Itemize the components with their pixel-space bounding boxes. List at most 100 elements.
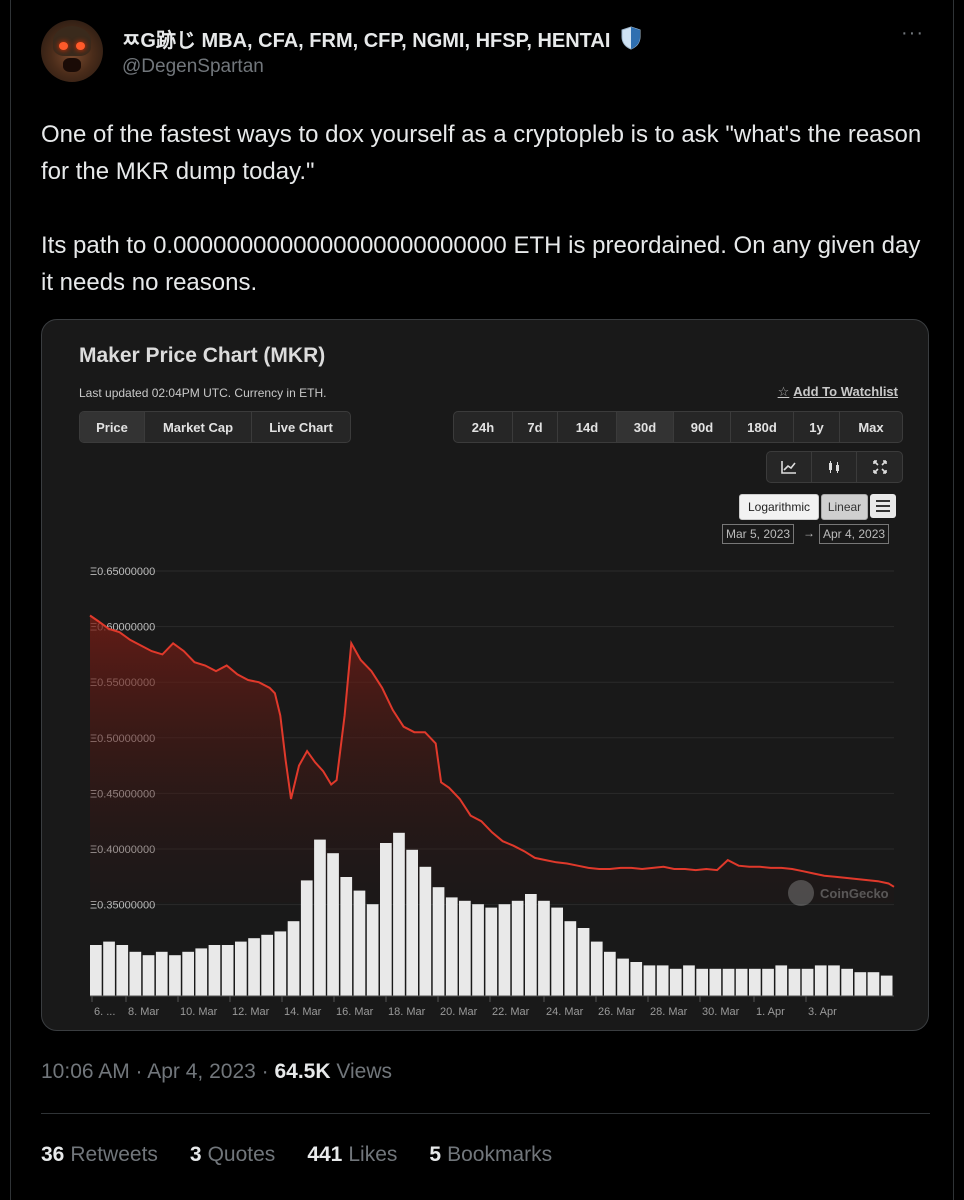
- price-line: [89, 614, 895, 888]
- quotes-label: Quotes: [207, 1143, 276, 1166]
- volume-bar: [551, 907, 563, 996]
- x-tick-label: 24. Mar: [546, 1006, 584, 1018]
- more-options-icon[interactable]: ···: [901, 22, 924, 44]
- divider: [41, 1113, 930, 1114]
- date-to[interactable]: Apr 4, 2023: [819, 524, 890, 544]
- tweet-paragraph-1: One of the fastest ways to dox yourself …: [41, 121, 922, 185]
- volume-bar: [604, 951, 616, 996]
- author-name[interactable]: ㅉG跡じ MBA, CFA, FRM, CFP, NGMI, HFSP, HEN…: [122, 24, 642, 53]
- engagement-stats: 36 Retweets 3 Quotes 441 Likes 5 Bookmarks: [41, 1143, 552, 1167]
- line-chart-icon[interactable]: [767, 452, 812, 482]
- price-chart[interactable]: Ξ0.65000000Ξ0.60000000Ξ0.55000000Ξ0.5000…: [42, 320, 929, 1031]
- quotes-stat[interactable]: 3 Quotes: [190, 1143, 275, 1167]
- tab-market-cap[interactable]: Market Cap: [145, 412, 252, 442]
- volume-bars: [90, 832, 893, 996]
- volume-bar: [564, 921, 577, 996]
- volume-bar: [841, 968, 853, 996]
- avatar-helmet: [53, 26, 91, 56]
- volume-bar: [880, 975, 893, 996]
- volume-bar: [788, 968, 801, 996]
- x-tick-label: 16. Mar: [336, 1006, 374, 1018]
- timeline-border-left: [10, 0, 11, 1200]
- range-1y[interactable]: 1y: [794, 412, 840, 442]
- avatar-eye-right: [76, 42, 85, 50]
- x-tick-label: 20. Mar: [440, 1006, 478, 1018]
- volume-bar: [432, 887, 445, 996]
- chart-menu-icon[interactable]: [870, 494, 896, 518]
- volume-bar: [669, 968, 682, 996]
- avatar[interactable]: [41, 20, 103, 82]
- volume-bar: [116, 945, 129, 996]
- range-90d[interactable]: 90d: [674, 412, 731, 442]
- avatar-mouth: [63, 58, 81, 72]
- x-tick-label: 6. ...: [94, 1006, 115, 1018]
- volume-bar: [445, 897, 458, 996]
- volume-bar: [380, 843, 392, 996]
- y-tick-label: Ξ0.65000000: [90, 566, 155, 578]
- volume-bar: [511, 900, 524, 996]
- volume-bar: [722, 968, 735, 996]
- volume-bar: [498, 904, 511, 996]
- author-display-name: ㅉG跡じ MBA, CFA, FRM, CFP, NGMI, HFSP, HEN…: [122, 30, 611, 52]
- author-handle[interactable]: @DegenSpartan: [122, 56, 264, 77]
- linear-button[interactable]: Linear: [821, 494, 868, 520]
- tab-live-chart[interactable]: Live Chart: [269, 419, 333, 435]
- range-tabs: 24h 7d 14d 30d 90d 180d 1y Max: [453, 411, 903, 443]
- likes-label: Likes: [348, 1143, 398, 1166]
- tweet-timestamp[interactable]: 10:06 AM · Apr 4, 2023 ·: [41, 1060, 275, 1083]
- range-7d[interactable]: 7d: [513, 412, 558, 442]
- volume-bar: [735, 968, 748, 996]
- bookmarks-label: Bookmarks: [447, 1143, 553, 1166]
- volume-bar: [696, 968, 708, 996]
- volume-bar: [155, 951, 168, 996]
- range-30d[interactable]: 30d: [617, 412, 674, 442]
- likes-stat[interactable]: 441 Likes: [307, 1143, 397, 1167]
- volume-bar: [472, 904, 484, 996]
- views-count: 64.5K: [274, 1060, 331, 1083]
- candlestick-icon[interactable]: [812, 452, 857, 482]
- volume-bar: [617, 958, 629, 996]
- x-tick-label: 14. Mar: [284, 1006, 322, 1018]
- volume-bar: [195, 948, 208, 996]
- x-tick-label: 3. Apr: [808, 1006, 837, 1018]
- tab-price[interactable]: Price: [80, 412, 145, 442]
- add-to-watchlist-link[interactable]: ☆ Add To Watchlist: [778, 384, 898, 400]
- volume-bar: [314, 839, 326, 996]
- volume-bar: [142, 955, 155, 996]
- fullscreen-icon[interactable]: [857, 452, 902, 482]
- volume-bar: [129, 951, 142, 996]
- chart-image[interactable]: Maker Price Chart (MKR) Last updated 02:…: [41, 319, 929, 1031]
- date-from[interactable]: Mar 5, 2023: [722, 524, 795, 544]
- range-24h[interactable]: 24h: [454, 412, 513, 442]
- range-14d[interactable]: 14d: [558, 412, 617, 442]
- x-tick-label: 1. Apr: [756, 1006, 785, 1018]
- tweet-meta: 10:06 AM · Apr 4, 2023 · 64.5K Views: [41, 1060, 392, 1084]
- range-max[interactable]: Max: [858, 419, 884, 435]
- volume-bar: [749, 968, 761, 996]
- volume-bar: [353, 890, 366, 996]
- quotes-count: 3: [189, 1143, 202, 1166]
- tweet-text: One of the fastest ways to dox yourself …: [41, 116, 931, 301]
- logarithmic-button[interactable]: Logarithmic: [739, 494, 819, 520]
- shield-icon: [621, 26, 641, 50]
- tweet-paragraph-2: Its path to 0.0000000000000000000000000 …: [41, 232, 921, 296]
- chart-card-title: Maker Price Chart (MKR): [79, 344, 326, 367]
- timeline-border-right: [953, 0, 954, 1200]
- volume-bar: [261, 934, 273, 996]
- star-icon: ☆: [777, 384, 790, 399]
- range-180d[interactable]: 180d: [731, 412, 794, 442]
- x-tick-label: 12. Mar: [232, 1006, 270, 1018]
- volume-bar: [828, 965, 840, 996]
- volume-bar: [366, 904, 379, 996]
- bookmarks-stat[interactable]: 5 Bookmarks: [429, 1143, 552, 1167]
- x-tick-label: 30. Mar: [702, 1006, 740, 1018]
- volume-bar: [854, 972, 867, 996]
- retweets-stat[interactable]: 36 Retweets: [41, 1143, 158, 1167]
- volume-bar: [90, 945, 102, 996]
- volume-bar: [327, 853, 339, 996]
- volume-bar: [762, 968, 774, 996]
- volume-bar: [419, 866, 432, 996]
- x-axis-labels: 6. ... 8. Mar 10. Mar 12. Mar 14. Mar 16. Mar…: [91, 996, 837, 1018]
- volume-bar: [274, 931, 287, 996]
